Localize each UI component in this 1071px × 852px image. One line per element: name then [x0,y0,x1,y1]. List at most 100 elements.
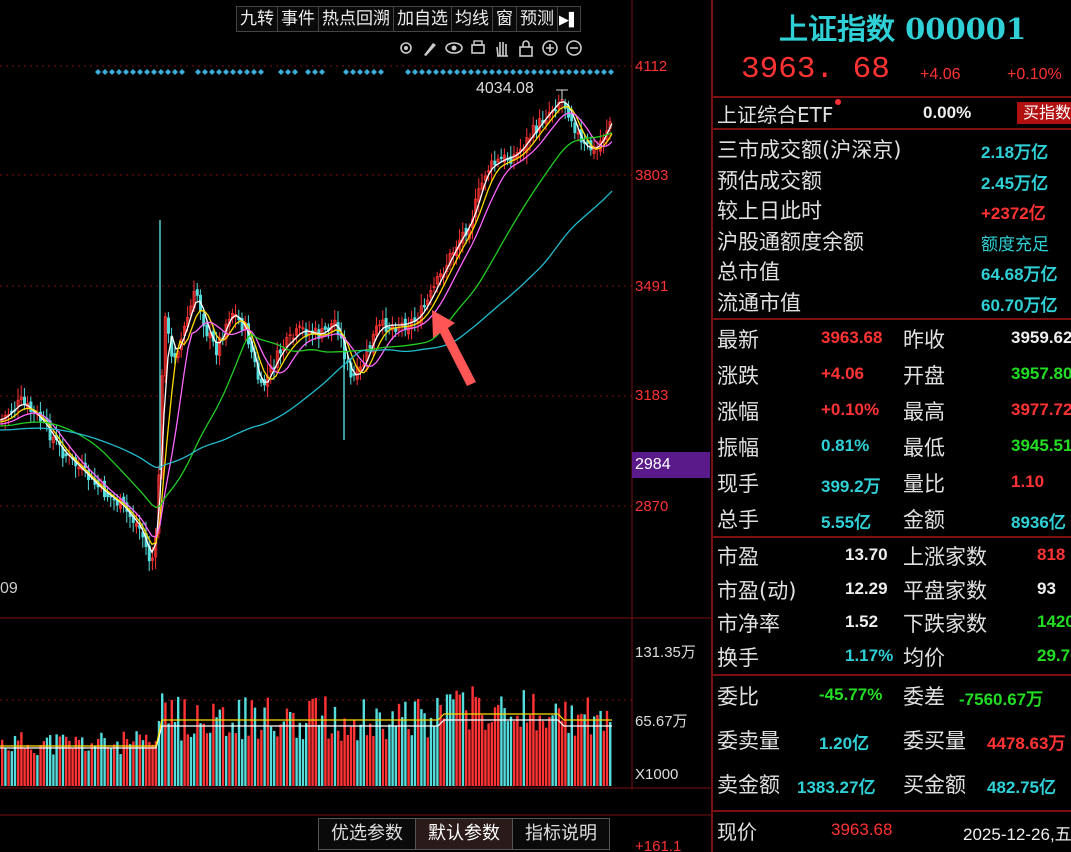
volume-bar [506,721,509,786]
volume-bar [452,699,455,786]
candle-body [435,276,439,285]
toolbar-jiuzhuan-button[interactable]: 九转 [236,6,278,32]
annotation-arrow-icon [432,310,476,386]
event-marker [601,69,607,75]
event-marker [573,69,579,75]
tab-indicator-help[interactable]: 指标说明 [512,818,610,850]
candle-body [531,125,535,138]
tab-optimized-params[interactable]: 优选参数 [318,818,416,850]
order-row: 卖金额 1383.27亿 买金额 482.75亿 [713,769,1071,799]
candle-body [374,325,378,336]
quote-value: 1.10 [1011,472,1045,491]
volume-bar [605,710,609,786]
volume-bar [401,717,404,786]
brush-icon[interactable] [420,38,440,58]
indicator-axis-label: +161.1 [635,838,682,852]
valuation-row: 市盈(动) 12.29 平盘家数 93 [713,575,1071,605]
candle-body [438,273,442,278]
buy-index-button[interactable]: 买指数 [1017,102,1071,124]
info-label: 较上日此时 [717,199,822,223]
quote-row: 振幅 0.81% 最低 3945.51 [713,432,1071,462]
price-axis-label: 3183 [635,387,669,404]
candle-body [16,399,20,407]
price-axis-label: 3803 [635,167,669,184]
event-marker [244,69,250,75]
volume-bar [407,729,410,786]
volume-bar [58,736,61,786]
volume-bar [305,723,308,786]
volume-bar [330,733,333,786]
index-change-pct: +0.10% [1007,66,1062,83]
volume-bar [183,699,186,786]
volume-bar [522,690,525,786]
volume-bar [551,715,554,786]
candle-body [288,334,292,337]
info-row: 流通市值 60.70万亿 [713,286,1071,316]
eye-icon[interactable] [444,38,464,58]
volume-bar [513,721,516,786]
volume-bar [423,713,426,786]
volume-bar [282,721,285,786]
toolbar-window-button[interactable]: 窗 [492,6,517,32]
event-marker [278,69,284,75]
volume-bar [103,738,106,786]
order-value: 1.20亿 [819,734,870,753]
valuation-value: 818 [1037,545,1066,564]
volume-bar [1,739,4,786]
etf-label: 上证综合ETF [717,99,842,128]
toolbar-ma-button[interactable]: 均线 [451,6,493,32]
quote-label: 昨收 [903,328,945,352]
candle-body [486,170,490,173]
candle-body [445,264,449,273]
event-marker [216,69,222,75]
zoom-in-icon[interactable] [540,38,560,58]
quote-label: 最高 [903,400,945,424]
event-marker [95,69,101,75]
etf-row[interactable]: 上证综合ETF 0.00% [713,99,1071,129]
event-marker [179,69,185,75]
toolbar-add-watchlist-button[interactable]: 加自选 [393,6,452,32]
gear-icon[interactable] [396,38,416,58]
volume-bar [295,737,298,786]
kline-chart-area[interactable]: 九转 事件 热点回溯 加自选 均线 窗 预测 ▶▌ 4112 3803 3491… [0,0,711,852]
event-marker [371,69,377,75]
lock-icon[interactable] [516,38,536,58]
toolbar-events-button[interactable]: 事件 [277,6,319,32]
candle-body [483,175,487,181]
print-icon[interactable] [468,38,488,58]
volume-bar [141,740,145,786]
price-axis-label: 3491 [635,278,669,295]
divider [713,128,1071,130]
event-marker [165,69,171,75]
candle-body [381,319,385,326]
candle-body [573,122,577,134]
hand-icon[interactable] [492,38,512,58]
last-trade-date: 2025-12-26,五 [963,825,1071,844]
kline-chart-svg[interactable] [0,0,711,852]
order-label: 卖金额 [717,773,780,797]
event-marker [292,69,298,75]
volume-bar [13,735,17,786]
volume-bar [596,714,599,786]
volume-bar [113,744,116,786]
toolbar-collapse-button[interactable]: ▶▌ [557,6,581,32]
toolbar-hotspot-review-button[interactable]: 热点回溯 [318,6,394,32]
volume-bar [554,703,557,786]
volume-bar [324,696,327,786]
zoom-out-icon[interactable] [564,38,584,58]
order-value: -45.77% [819,685,883,704]
event-marker [195,69,201,75]
volume-bar [481,715,484,786]
event-marker [587,69,593,75]
event-marker [412,69,418,75]
price-axis-label: 2870 [635,498,669,515]
tab-default-params[interactable]: 默认参数 [415,818,513,850]
volume-bar [279,724,282,786]
index-change: +4.06 [920,66,961,83]
volume-bar [602,730,605,786]
candle-body [227,318,231,327]
toolbar-forecast-button[interactable]: 预测 [516,6,558,32]
info-label: 流通市值 [717,290,801,315]
volume-bar [381,728,385,786]
event-marker [130,69,136,75]
